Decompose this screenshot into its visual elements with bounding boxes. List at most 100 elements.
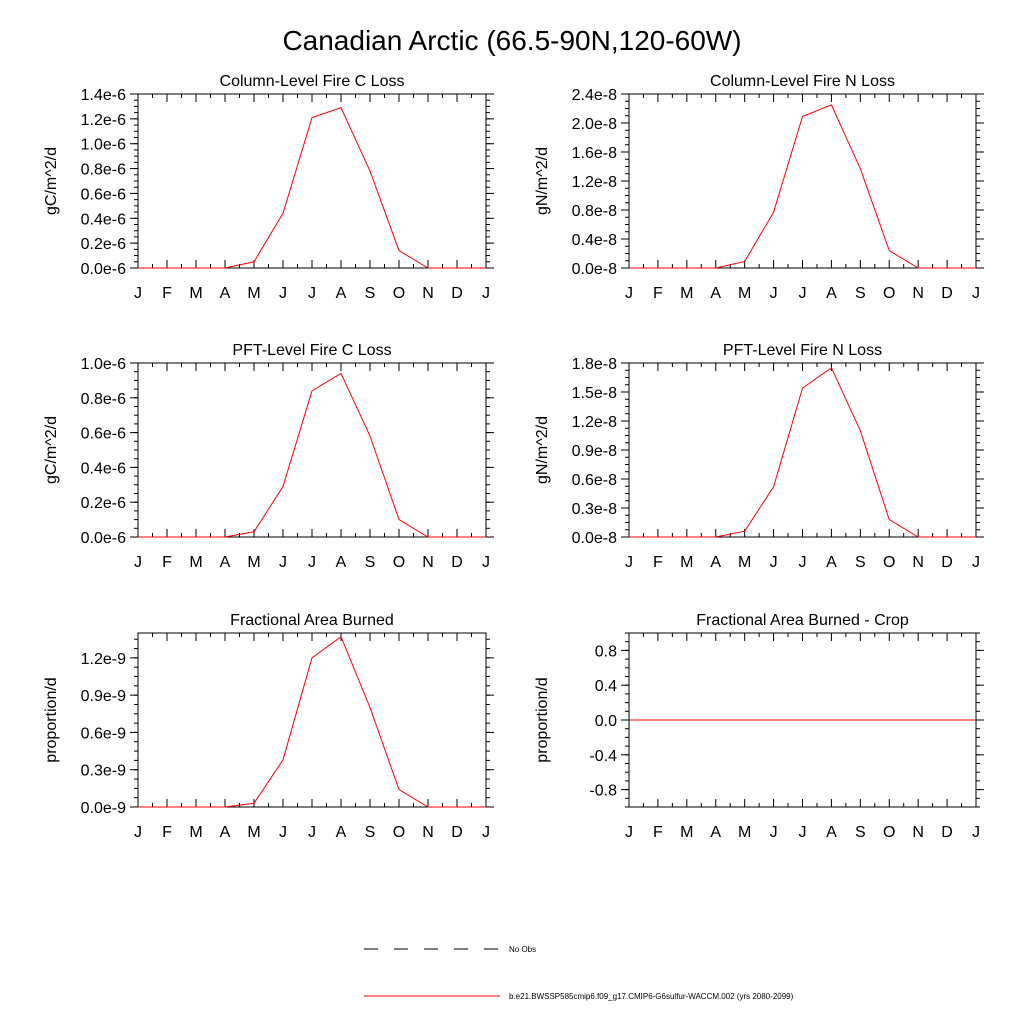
x-tick-label: J (625, 554, 633, 571)
x-tick-label: D (941, 554, 953, 571)
x-tick-label: J (770, 554, 778, 571)
x-tick-label: O (393, 824, 405, 841)
x-tick-label: N (912, 285, 924, 302)
x-tick-label: S (855, 554, 866, 571)
y-tick-label: 0.9e-8 (572, 443, 617, 460)
x-tick-label: M (680, 824, 693, 841)
y-tick-label: 2.0e-8 (572, 116, 617, 133)
y-axis-label: proportion/d (534, 677, 551, 762)
y-tick-label: 0.0e-6 (81, 261, 126, 278)
x-tick-label: M (680, 554, 693, 571)
x-tick-label: J (308, 285, 316, 302)
panel-title: Fractional Area Burned - Crop (696, 612, 909, 629)
x-tick-label: M (738, 554, 751, 571)
legend: No Obs b.e21.BWSSP585cmip6.f09_g17.CMIP6-… (364, 945, 794, 1001)
x-tick-label: O (393, 285, 405, 302)
x-tick-label: N (422, 554, 434, 571)
x-tick-label: J (482, 285, 490, 302)
x-tick-label: J (625, 824, 633, 841)
y-axis-label: proportion/d (43, 677, 60, 762)
y-tick-label: 0.9e-9 (81, 688, 126, 705)
y-tick-label: 0.6e-6 (81, 426, 126, 443)
x-tick-label: A (220, 824, 231, 841)
x-tick-label: A (826, 285, 837, 302)
x-tick-label: M (189, 285, 202, 302)
x-tick-label: M (247, 285, 260, 302)
x-tick-label: A (710, 554, 721, 571)
plot-frame (137, 362, 487, 538)
series-line-1 (138, 107, 486, 269)
x-tick-label: F (162, 554, 172, 571)
y-tick-label: 1.0e-6 (81, 137, 126, 154)
x-tick-label: M (738, 285, 751, 302)
y-tick-label: 0.0e-8 (572, 530, 617, 547)
y-tick-label: 0.6e-9 (81, 725, 126, 742)
x-tick-label: A (826, 554, 837, 571)
series-line-1 (138, 635, 486, 808)
y-tick-label: 0.2e-6 (81, 495, 126, 512)
x-tick-label: J (308, 554, 316, 571)
x-tick-label: F (162, 285, 172, 302)
y-axis-label: gC/m^2/d (43, 147, 60, 215)
y-tick-label: 0.4e-8 (572, 232, 617, 249)
x-tick-label: J (134, 285, 142, 302)
x-tick-label: D (451, 285, 463, 302)
y-tick-label: 0.0 (595, 713, 617, 730)
y-tick-label: 0.6e-6 (81, 186, 126, 203)
plot-frame (137, 93, 487, 269)
x-tick-label: A (336, 285, 347, 302)
y-tick-label: -0.8 (589, 783, 617, 800)
y-tick-label: 0.3e-9 (81, 763, 126, 780)
y-tick-label: 0.8 (595, 643, 617, 660)
x-tick-label: D (451, 554, 463, 571)
x-tick-label: J (482, 554, 490, 571)
y-tick-label: 1.6e-8 (572, 145, 617, 162)
x-tick-label: J (770, 285, 778, 302)
x-tick-label: J (972, 285, 980, 302)
x-tick-label: M (738, 824, 751, 841)
panel-title: Column-Level Fire C Loss (220, 73, 405, 90)
panel-title: PFT-Level Fire N Loss (723, 342, 882, 359)
x-tick-label: M (189, 554, 202, 571)
y-axis-label: gN/m^2/d (534, 416, 551, 484)
y-tick-label: 0.8e-8 (572, 203, 617, 220)
figure-title: Canadian Arctic (66.5-90N,120-60W) (282, 25, 741, 56)
x-tick-label: M (189, 824, 202, 841)
y-tick-label: 0.2e-6 (81, 236, 126, 253)
x-tick-label: F (653, 824, 663, 841)
x-tick-label: J (279, 824, 287, 841)
plot-frame (628, 93, 977, 269)
x-tick-label: A (220, 554, 231, 571)
y-tick-label: 0.4e-6 (81, 460, 126, 477)
x-tick-label: A (710, 824, 721, 841)
x-tick-label: A (220, 285, 231, 302)
x-tick-label: D (451, 824, 463, 841)
y-tick-label: 1.8e-8 (572, 356, 617, 373)
x-tick-label: S (855, 285, 866, 302)
x-tick-label: S (855, 824, 866, 841)
x-tick-label: S (365, 554, 376, 571)
x-tick-label: M (247, 554, 260, 571)
y-axis-label: gC/m^2/d (43, 416, 60, 484)
x-tick-label: M (680, 285, 693, 302)
x-tick-label: N (422, 824, 434, 841)
y-tick-label: 1.2e-8 (572, 174, 617, 191)
y-tick-label: 0.8e-6 (81, 162, 126, 179)
x-tick-label: J (799, 824, 807, 841)
y-tick-label: 0.0e-8 (572, 261, 617, 278)
y-axis-label: gN/m^2/d (534, 147, 551, 215)
legend-label-1: No Obs (509, 945, 536, 954)
y-tick-label: 1.2e-6 (81, 112, 126, 129)
y-tick-label: 0.6e-8 (572, 472, 617, 489)
x-tick-label: J (279, 285, 287, 302)
x-tick-label: J (625, 285, 633, 302)
x-tick-label: O (393, 554, 405, 571)
x-tick-label: O (883, 554, 895, 571)
x-tick-label: J (799, 554, 807, 571)
y-tick-label: 1.4e-6 (81, 87, 126, 104)
